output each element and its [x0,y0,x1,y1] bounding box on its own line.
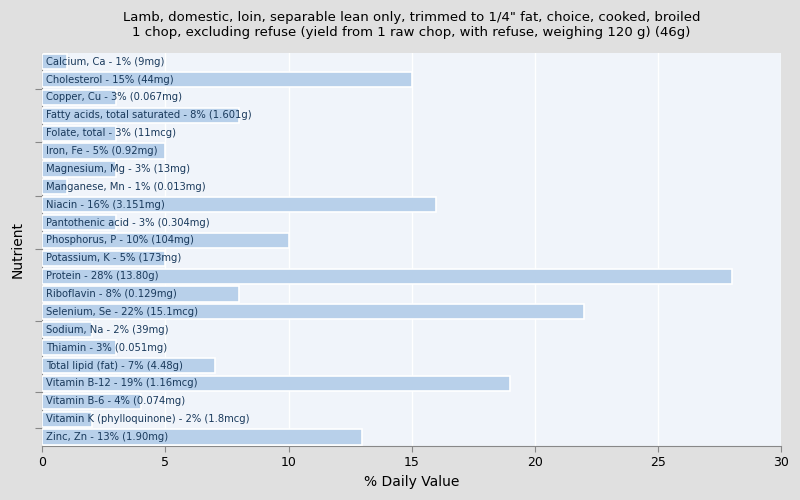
Text: Protein - 28% (13.80g): Protein - 28% (13.80g) [46,271,158,281]
Text: Folate, total - 3% (11mcg): Folate, total - 3% (11mcg) [46,128,176,138]
Text: Niacin - 16% (3.151mg): Niacin - 16% (3.151mg) [46,200,165,209]
Bar [42,197,436,212]
Y-axis label: Nutrient: Nutrient [11,221,25,278]
Text: Magnesium, Mg - 3% (13mg): Magnesium, Mg - 3% (13mg) [46,164,190,174]
Text: Vitamin B-6 - 4% (0.074mg): Vitamin B-6 - 4% (0.074mg) [46,396,185,406]
Text: Vitamin B-12 - 19% (1.16mcg): Vitamin B-12 - 19% (1.16mcg) [46,378,198,388]
Bar [42,126,116,141]
Bar [42,144,166,158]
Bar [42,412,91,426]
Bar [42,268,732,283]
Bar [42,233,289,248]
Bar [42,340,116,355]
Bar [42,72,412,87]
Text: Zinc, Zn - 13% (1.90mg): Zinc, Zn - 13% (1.90mg) [46,432,168,442]
Text: Fatty acids, total saturated - 8% (1.601g): Fatty acids, total saturated - 8% (1.601… [46,110,252,120]
Text: Phosphorus, P - 10% (104mg): Phosphorus, P - 10% (104mg) [46,236,194,246]
Bar [42,304,584,320]
Text: Iron, Fe - 5% (0.92mg): Iron, Fe - 5% (0.92mg) [46,146,158,156]
Text: Calcium, Ca - 1% (9mg): Calcium, Ca - 1% (9mg) [46,56,165,66]
Bar [42,54,67,70]
Bar [42,376,510,391]
Bar [42,108,239,123]
Text: Pantothenic acid - 3% (0.304mg): Pantothenic acid - 3% (0.304mg) [46,218,210,228]
Bar [42,430,362,444]
Bar [42,215,116,230]
Text: Riboflavin - 8% (0.129mg): Riboflavin - 8% (0.129mg) [46,289,177,299]
Text: Vitamin K (phylloquinone) - 2% (1.8mcg): Vitamin K (phylloquinone) - 2% (1.8mcg) [46,414,250,424]
Text: Selenium, Se - 22% (15.1mcg): Selenium, Se - 22% (15.1mcg) [46,307,198,317]
Bar [42,394,141,409]
Text: Total lipid (fat) - 7% (4.48g): Total lipid (fat) - 7% (4.48g) [46,360,183,370]
Bar [42,250,166,266]
Bar [42,358,214,373]
Text: Potassium, K - 5% (173mg): Potassium, K - 5% (173mg) [46,254,182,264]
X-axis label: % Daily Value: % Daily Value [364,475,459,489]
Bar [42,162,116,176]
Text: Sodium, Na - 2% (39mg): Sodium, Na - 2% (39mg) [46,325,169,335]
Bar [42,90,116,105]
Text: Copper, Cu - 3% (0.067mg): Copper, Cu - 3% (0.067mg) [46,92,182,102]
Bar [42,286,239,302]
Bar [42,179,67,194]
Text: Manganese, Mn - 1% (0.013mg): Manganese, Mn - 1% (0.013mg) [46,182,206,192]
Title: Lamb, domestic, loin, separable lean only, trimmed to 1/4" fat, choice, cooked, : Lamb, domestic, loin, separable lean onl… [123,11,700,39]
Bar [42,322,91,338]
Text: Thiamin - 3% (0.051mg): Thiamin - 3% (0.051mg) [46,342,167,352]
Text: Cholesterol - 15% (44mg): Cholesterol - 15% (44mg) [46,74,174,85]
